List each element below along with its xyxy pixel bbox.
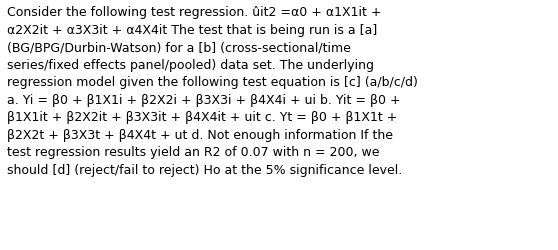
Text: Consider the following test regression. ûit2 =α0 + α1X1it +
α2X2it + α3X3it + α4: Consider the following test regression. … (7, 6, 417, 176)
